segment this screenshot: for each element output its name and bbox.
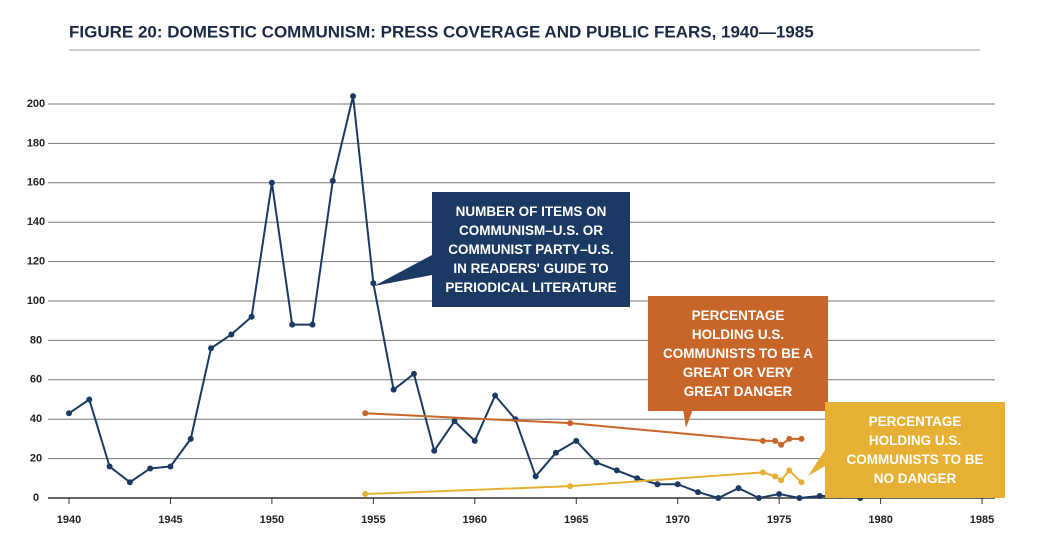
point xyxy=(796,495,803,501)
y-tick-label: 0 xyxy=(33,492,39,504)
point xyxy=(735,485,742,492)
point xyxy=(786,435,793,442)
point xyxy=(593,459,600,466)
x-tick-label: 1980 xyxy=(868,514,892,526)
x-tick-label: 1965 xyxy=(564,514,588,526)
point xyxy=(759,469,766,476)
point xyxy=(126,479,133,486)
x-tick-label: 1940 xyxy=(57,514,81,526)
point xyxy=(106,463,113,470)
x-tick-label: 1955 xyxy=(361,514,385,526)
point xyxy=(370,280,377,287)
y-tick-label: 40 xyxy=(30,413,42,425)
point xyxy=(798,479,805,486)
point xyxy=(772,437,779,444)
point xyxy=(390,386,397,393)
point xyxy=(798,435,805,442)
point xyxy=(289,321,296,328)
y-tick-label: 20 xyxy=(30,453,42,465)
point xyxy=(66,410,72,417)
y-tick-label: 160 xyxy=(27,177,45,189)
point xyxy=(86,396,93,403)
point xyxy=(309,321,316,328)
point xyxy=(755,495,762,501)
point xyxy=(759,437,766,444)
point xyxy=(268,179,275,186)
point xyxy=(778,477,785,484)
point xyxy=(362,410,369,417)
point xyxy=(567,420,574,427)
point xyxy=(552,449,559,456)
y-tick-label: 140 xyxy=(27,216,45,228)
point xyxy=(786,467,793,474)
point xyxy=(778,441,785,448)
point xyxy=(573,437,580,444)
callout-pointer xyxy=(374,255,432,286)
series-line xyxy=(365,468,803,496)
point xyxy=(816,493,823,500)
point xyxy=(674,481,681,488)
point xyxy=(613,467,620,474)
y-tick-label: 80 xyxy=(30,334,42,346)
point xyxy=(715,495,722,501)
x-tick-label: 1970 xyxy=(665,514,689,526)
y-tick-label: 120 xyxy=(27,256,45,268)
point xyxy=(167,463,174,470)
point xyxy=(410,370,417,377)
point xyxy=(228,331,235,338)
x-tick-label: 1950 xyxy=(260,514,284,526)
point xyxy=(634,475,641,482)
legend-callout: NUMBER OF ITEMS ON COMMUNISM–U.S. OR COM… xyxy=(432,192,630,307)
y-tick-label: 60 xyxy=(30,374,42,386)
callout-pointer xyxy=(808,450,825,476)
point xyxy=(654,481,661,488)
y-tick-label: 180 xyxy=(27,137,45,149)
point xyxy=(772,473,779,480)
point xyxy=(350,93,357,100)
point xyxy=(694,489,701,496)
point xyxy=(776,491,783,498)
point xyxy=(431,447,438,454)
point xyxy=(362,491,369,498)
legend-callout: PERCENTAGE HOLDING U.S. COMMUNISTS TO BE… xyxy=(648,296,828,411)
legend-callout: PERCENTAGE HOLDING U.S. COMMUNISTS TO BE… xyxy=(825,402,1005,498)
point xyxy=(147,465,154,472)
point xyxy=(187,435,194,442)
x-tick-label: 1945 xyxy=(158,514,182,526)
point xyxy=(329,177,336,184)
point xyxy=(492,392,499,399)
point xyxy=(248,313,255,320)
point xyxy=(451,418,458,425)
point xyxy=(567,483,574,490)
x-tick-label: 1960 xyxy=(463,514,487,526)
x-tick-label: 1985 xyxy=(970,514,994,526)
point xyxy=(532,473,539,480)
y-tick-label: 100 xyxy=(27,295,45,307)
point xyxy=(208,345,215,352)
y-tick-label: 200 xyxy=(27,98,45,110)
point xyxy=(471,437,478,444)
x-tick-label: 1975 xyxy=(767,514,791,526)
chart-title: FIGURE 20: DOMESTIC COMMUNISM: PRESS COV… xyxy=(69,22,814,41)
